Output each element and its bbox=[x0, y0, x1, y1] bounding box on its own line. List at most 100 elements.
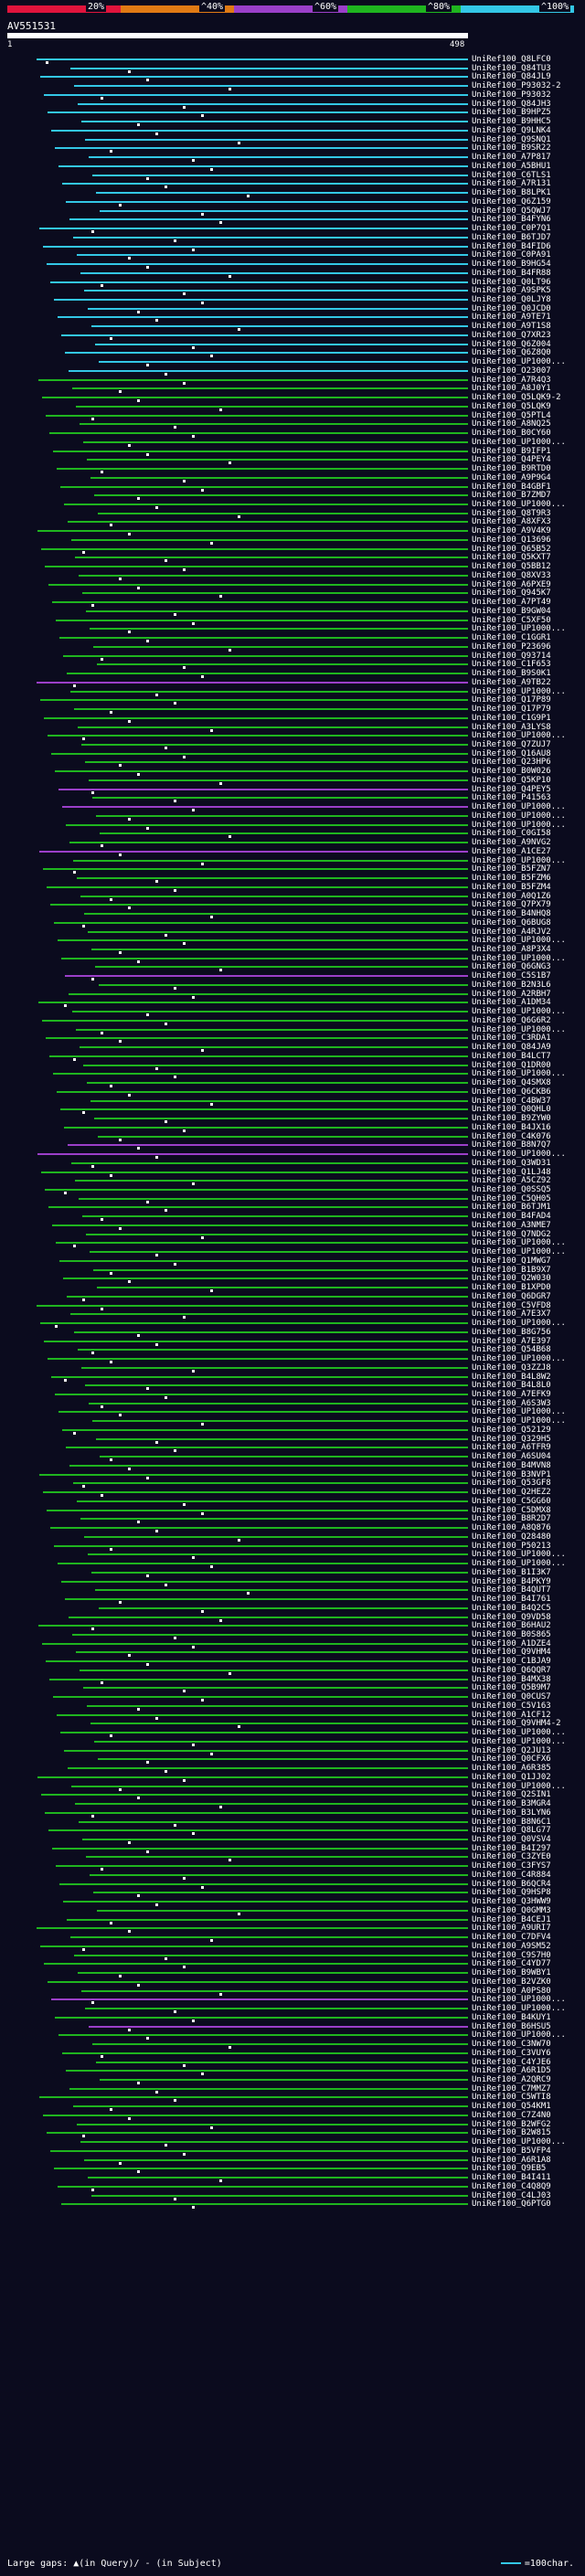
hit-label[interactable]: UniRef100_B4I297 bbox=[472, 1843, 551, 1853]
hit-label[interactable]: UniRef100_A6S3W3 bbox=[472, 1398, 551, 1408]
hit-label[interactable]: UniRef100_B4CEJ1 bbox=[472, 1914, 551, 1924]
hit-label[interactable]: UniRef100_B9WBY1 bbox=[472, 1968, 551, 1978]
hit-label[interactable]: UniRef100_Q3HWW9 bbox=[472, 1897, 551, 1907]
hit-label[interactable]: UniRef100_UP1000... bbox=[472, 1559, 566, 1569]
hit-label[interactable]: UniRef100_A3LYS8 bbox=[472, 722, 551, 732]
hit-label[interactable]: UniRef100_UP1000... bbox=[472, 2030, 566, 2041]
hit-label[interactable]: UniRef100_UP1000... bbox=[472, 1354, 566, 1364]
hit-label[interactable]: UniRef100_A2QRC9 bbox=[472, 2074, 551, 2084]
hit-label[interactable]: UniRef100_A1DM34 bbox=[472, 998, 551, 1008]
hit-label[interactable]: UniRef100_B3LYN6 bbox=[472, 1807, 551, 1818]
hit-label[interactable]: UniRef100_Q54KM1 bbox=[472, 2102, 551, 2112]
hit-label[interactable]: UniRef100_Q0CFX6 bbox=[472, 1754, 551, 1765]
hit-label[interactable]: UniRef100_UP1000... bbox=[472, 1007, 566, 1017]
hit-label[interactable]: UniRef100_C4YJE6 bbox=[472, 2057, 551, 2067]
hit-label[interactable]: UniRef100_Q5B9M7 bbox=[472, 1683, 551, 1693]
hit-label[interactable]: UniRef100_UP1000... bbox=[472, 437, 566, 447]
hit-label[interactable]: UniRef100_Q0GMM3 bbox=[472, 1905, 551, 1915]
hit-label[interactable]: UniRef100_Q9HSP8 bbox=[472, 1888, 551, 1898]
hit-label[interactable]: UniRef100_Q6QQR7 bbox=[472, 1665, 551, 1675]
hit-label[interactable]: UniRef100_C4YD77 bbox=[472, 1959, 551, 1969]
hit-label[interactable]: UniRef100_B4KUY1 bbox=[472, 2012, 551, 2022]
hit-label[interactable]: UniRef100_C4LJ03 bbox=[472, 2190, 551, 2200]
hit-label[interactable]: UniRef100_C5XF50 bbox=[472, 615, 551, 625]
hit-label[interactable]: UniRef100_B8G756 bbox=[472, 1327, 551, 1337]
hit-label[interactable]: UniRef100_Q13696 bbox=[472, 535, 551, 545]
hit-label[interactable]: UniRef100_Q2HEZ2 bbox=[472, 1488, 551, 1498]
hit-label[interactable]: UniRef100_UP1000... bbox=[472, 1550, 566, 1560]
hit-label[interactable]: UniRef100_UP1000... bbox=[472, 357, 566, 367]
hit-label[interactable]: UniRef100_B6HSU5 bbox=[472, 2021, 551, 2031]
hit-label[interactable]: UniRef100_Q6BUG8 bbox=[472, 917, 551, 928]
hit-label[interactable]: UniRef100_Q9VHM4 bbox=[472, 1648, 551, 1658]
hit-label[interactable]: UniRef100_Q6G6R2 bbox=[472, 1015, 551, 1025]
hit-label[interactable]: UniRef100_A7E3X7 bbox=[472, 1309, 551, 1320]
hit-label[interactable]: UniRef100_A6R385 bbox=[472, 1764, 551, 1774]
hit-label[interactable]: UniRef100_B4FID6 bbox=[472, 241, 551, 251]
hit-label[interactable]: UniRef100_B2WFG2 bbox=[472, 2119, 551, 2129]
hit-label[interactable]: UniRef100_A0Q1Z6 bbox=[472, 891, 551, 901]
hit-label[interactable]: UniRef100_Q5BB12 bbox=[472, 562, 551, 572]
hit-label[interactable]: UniRef100_A1DZE4 bbox=[472, 1638, 551, 1648]
hit-label[interactable]: UniRef100_Q5PTL4 bbox=[472, 410, 551, 420]
hit-label[interactable]: UniRef100_UP1000... bbox=[472, 1319, 566, 1329]
hit-label[interactable]: UniRef100_A8P3X4 bbox=[472, 945, 551, 954]
hit-label[interactable]: UniRef100_UP1000... bbox=[472, 1995, 566, 2005]
hit-label[interactable]: UniRef100_C1BJA9 bbox=[472, 1657, 551, 1667]
hit-label[interactable]: UniRef100_UP1000... bbox=[472, 953, 566, 963]
hit-label[interactable]: UniRef100_B6TJM1 bbox=[472, 1203, 551, 1213]
hit-label[interactable]: UniRef100_C3VUY6 bbox=[472, 2048, 551, 2058]
hit-label[interactable]: UniRef100_P23696 bbox=[472, 641, 551, 652]
hit-label[interactable]: UniRef100_B5FZM6 bbox=[472, 874, 551, 884]
hit-label[interactable]: UniRef100_B9SR22 bbox=[472, 143, 551, 154]
hit-label[interactable]: UniRef100_UP1000... bbox=[472, 1736, 566, 1746]
hit-label[interactable]: UniRef100_A9TE71 bbox=[472, 313, 551, 323]
hit-label[interactable]: UniRef100_A9SPK5 bbox=[472, 286, 551, 296]
hit-label[interactable]: UniRef100_UP1000... bbox=[472, 1781, 566, 1791]
hit-label[interactable]: UniRef100_Q7XR23 bbox=[472, 330, 551, 340]
hit-label[interactable]: UniRef100_A9URI7 bbox=[472, 1924, 551, 1934]
hit-label[interactable]: UniRef100_UP1000... bbox=[472, 1407, 566, 1417]
hit-label[interactable]: UniRef100_Q6Z004 bbox=[472, 339, 551, 349]
hit-label[interactable]: UniRef100_Q8LFC0 bbox=[472, 55, 551, 64]
hit-label[interactable]: UniRef100_B3MGR4 bbox=[472, 1799, 551, 1809]
hit-label[interactable]: UniRef100_Q0SSQ5 bbox=[472, 1184, 551, 1194]
hit-label[interactable]: UniRef100_Q0LT96 bbox=[472, 277, 551, 287]
hit-label[interactable]: UniRef100_B4MVN8 bbox=[472, 1460, 551, 1470]
hit-label[interactable]: UniRef100_A6R1A8 bbox=[472, 2155, 551, 2165]
hit-label[interactable]: UniRef100_Q0VSV4 bbox=[472, 1835, 551, 1844]
hit-label[interactable]: UniRef100_Q4SMX8 bbox=[472, 1078, 551, 1088]
hit-label[interactable]: UniRef100_C0P7Q1 bbox=[472, 224, 551, 234]
hit-label[interactable]: UniRef100_A9V4K9 bbox=[472, 526, 551, 536]
hit-label[interactable]: UniRef100_B9RTD0 bbox=[472, 464, 551, 474]
hit-label[interactable]: UniRef100_C5V163 bbox=[472, 1701, 551, 1711]
hit-label[interactable]: UniRef100_C1F653 bbox=[472, 660, 551, 670]
hit-label[interactable]: UniRef100_UP1000... bbox=[472, 2004, 566, 2014]
hit-label[interactable]: UniRef100_B9HG54 bbox=[472, 260, 551, 270]
hit-label[interactable]: UniRef100_B1B9X7 bbox=[472, 1265, 551, 1275]
hit-label[interactable]: UniRef100_B9ZYW0 bbox=[472, 1114, 551, 1124]
hit-label[interactable]: UniRef100_UP1000... bbox=[472, 1728, 566, 1738]
hit-label[interactable]: UniRef100_B8N6C1 bbox=[472, 1817, 551, 1827]
hit-label[interactable]: UniRef100_UP1000... bbox=[472, 624, 566, 634]
hit-label[interactable]: UniRef100_Q28480 bbox=[472, 1532, 551, 1542]
hit-label[interactable]: UniRef100_UP1000... bbox=[472, 936, 566, 946]
hit-label[interactable]: UniRef100_C3ZYE0 bbox=[472, 1852, 551, 1862]
hit-label[interactable]: UniRef100_C3NW70 bbox=[472, 2040, 551, 2050]
hit-label[interactable]: UniRef100_UP1000... bbox=[472, 820, 566, 830]
hit-label[interactable]: UniRef100_C3FYS7 bbox=[472, 1861, 551, 1871]
hit-label[interactable]: UniRef100_B4I761 bbox=[472, 1595, 551, 1605]
hit-label[interactable]: UniRef100_Q6Z159 bbox=[472, 196, 551, 207]
hit-label[interactable]: UniRef100_B8N7Q7 bbox=[472, 1140, 551, 1150]
hit-label[interactable]: UniRef100_A9SM52 bbox=[472, 1941, 551, 1951]
hit-label[interactable]: UniRef100_Q9SNQ1 bbox=[472, 134, 551, 144]
hit-label[interactable]: UniRef100_Q0JCD0 bbox=[472, 303, 551, 313]
hit-label[interactable]: UniRef100_A8NQ25 bbox=[472, 419, 551, 429]
hit-label[interactable]: UniRef100_B5FZN7 bbox=[472, 864, 551, 875]
hit-label[interactable]: UniRef100_Q9LNK4 bbox=[472, 125, 551, 135]
hit-label[interactable]: UniRef100_Q5LQK9 bbox=[472, 401, 551, 411]
hit-label[interactable]: UniRef100_UP1000... bbox=[472, 1416, 566, 1426]
hit-label[interactable]: UniRef100_Q17P89 bbox=[472, 695, 551, 705]
hit-label[interactable]: UniRef100_Q23HP6 bbox=[472, 758, 551, 768]
hit-label[interactable]: UniRef100_Q4PEY4 bbox=[472, 455, 551, 465]
